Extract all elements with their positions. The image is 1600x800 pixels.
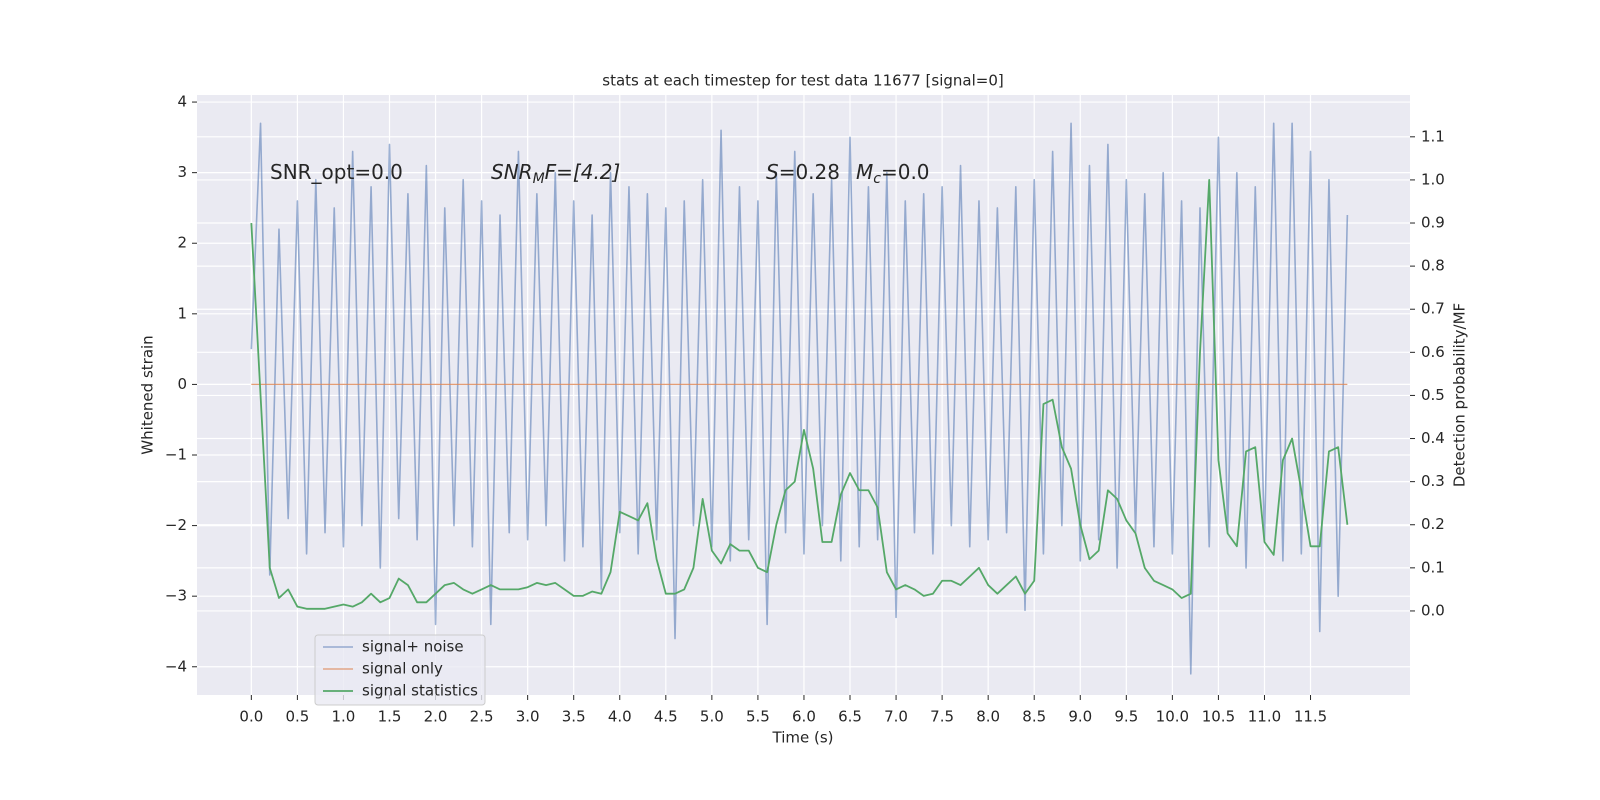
y2-tick-label: 0.9	[1421, 214, 1445, 232]
y-tick-label: −4	[165, 657, 187, 675]
y-tick-label: −2	[165, 516, 187, 534]
chart-title: stats at each timestep for test data 116…	[602, 72, 1003, 90]
y2-tick-label: 0.3	[1421, 472, 1445, 490]
x-tick-label: 0.5	[285, 708, 309, 726]
x-tick-label: 0.0	[239, 708, 263, 726]
x-tick-label: 8.5	[1022, 708, 1046, 726]
y2-tick-label: 0.1	[1421, 558, 1445, 576]
annotation-part: M	[856, 160, 873, 184]
x-tick-label: 6.0	[792, 708, 816, 726]
x-tick-label: 1.0	[332, 708, 356, 726]
annotation-part: SNR_opt=0.0	[270, 160, 403, 184]
y2-tick-label: 0.0	[1421, 601, 1445, 619]
annotation-part: c	[873, 171, 881, 187]
y-tick-label: 3	[177, 163, 187, 181]
annotation-part: =0.0	[881, 160, 930, 184]
x-tick-label: 10.0	[1156, 708, 1189, 726]
series-line	[250, 122, 1349, 675]
y2-tick-label: 0.4	[1421, 429, 1445, 447]
y-tick-label: −1	[165, 446, 187, 464]
y-tick-label: 1	[177, 304, 187, 322]
x-tick-label: 5.0	[700, 708, 724, 726]
x-tick-label: 9.5	[1114, 708, 1138, 726]
annotation: S=0.28 Mc=0.0	[766, 160, 930, 188]
y2-tick-label: 0.6	[1421, 343, 1445, 361]
legend-label: signal statistics	[362, 682, 478, 700]
y-tick-label: 2	[177, 234, 187, 252]
x-tick-label: 6.5	[838, 708, 862, 726]
x-tick-label: 4.0	[608, 708, 632, 726]
y-tick-label: 4	[177, 93, 187, 111]
y2-tick-label: 0.8	[1421, 257, 1445, 275]
legend-label: signal+ noise	[362, 638, 464, 656]
annotation: SNRMF=[4.2]	[491, 160, 620, 188]
x-tick-label: 10.5	[1202, 708, 1235, 726]
y-axis-label: Whitened strain	[139, 335, 157, 454]
y2-tick-label: 0.7	[1421, 300, 1445, 318]
annotation: SNR_opt=0.0	[270, 160, 403, 184]
legend-box	[314, 634, 486, 706]
legend-label: signal only	[362, 660, 443, 678]
series-line	[250, 179, 1349, 610]
y2-axis-label: Detection probability/MF	[1451, 303, 1469, 487]
x-tick-label: 4.5	[654, 708, 678, 726]
x-tick-label: 5.5	[746, 708, 770, 726]
x-tick-label: 3.5	[562, 708, 586, 726]
annotation-part: =0.28	[779, 160, 840, 184]
x-tick-label: 2.5	[470, 708, 494, 726]
y2-tick-label: 0.5	[1421, 386, 1445, 404]
x-tick-label: 7.0	[884, 708, 908, 726]
annotation-part: F=[4.2]	[545, 160, 621, 184]
x-tick-label: 2.0	[424, 708, 448, 726]
x-tick-label: 3.0	[516, 708, 540, 726]
x-tick-label: 11.0	[1248, 708, 1281, 726]
x-tick-label: 11.5	[1294, 708, 1327, 726]
x-axis-label: Time (s)	[772, 729, 834, 747]
y2-tick-label: 1.1	[1421, 127, 1445, 145]
y-tick-label: 0	[177, 375, 187, 393]
annotation-part: M	[533, 171, 545, 187]
x-tick-label: 8.0	[976, 708, 1000, 726]
x-tick-label: 9.0	[1068, 708, 1092, 726]
annotation-part: SNR	[491, 160, 533, 184]
annotation-part: S	[766, 160, 779, 184]
y2-tick-label: 0.2	[1421, 515, 1445, 533]
x-tick-label: 7.5	[930, 708, 954, 726]
y2-tick-label: 1.0	[1421, 170, 1445, 188]
x-tick-label: 1.5	[378, 708, 402, 726]
y-tick-label: −3	[165, 587, 187, 605]
marks	[250, 122, 1349, 675]
